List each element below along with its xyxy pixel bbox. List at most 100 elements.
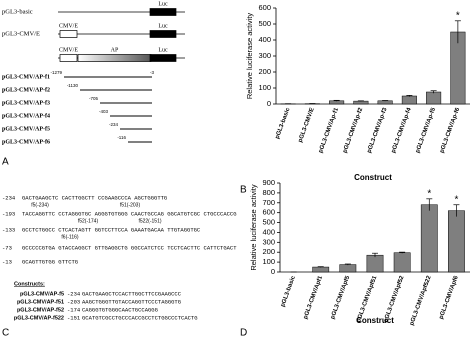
- bar: [401, 95, 417, 105]
- y-tick-label: 800: [262, 188, 275, 197]
- construct-name: pGL3-CMV/AP-f522: [14, 315, 64, 321]
- element-box: [59, 54, 78, 62]
- site-marker: f5(-234): [31, 202, 49, 208]
- x-tick-label: pGL3-CMV/Ap-f4: [391, 107, 413, 154]
- bar: [366, 254, 384, 273]
- construct-name: pGL3-CMV/AP-f1: [2, 74, 50, 80]
- element-box: [77, 54, 152, 62]
- construct-sequence: CAGGGTGTGGGCAACTGCCAGGG: [82, 306, 158, 313]
- construct-name: pGL3-CMV/AP-f4: [2, 113, 50, 119]
- x-tick-label: pGL3-CMV/Ap-f6: [439, 107, 461, 154]
- bar: [448, 210, 465, 273]
- sequence-position: -13: [2, 258, 12, 265]
- y-tick-label: 100: [262, 257, 275, 266]
- y-tick-label: 200: [262, 247, 275, 256]
- y-tick-label: 200: [258, 67, 271, 76]
- construct-name: pGL3-CMV/AP-f3: [2, 100, 50, 106]
- construct-name: pGL3-basic: [2, 8, 33, 15]
- y-tick-label: 700: [262, 198, 275, 207]
- x-axis-label: Construct: [354, 173, 392, 182]
- construct-name: pGL3-CMV/E: [2, 30, 40, 37]
- significance-marker: *: [427, 188, 431, 199]
- y-tick-label: 0: [271, 267, 275, 276]
- x-tick-label: pGL3-CMV/Ap-f5: [415, 107, 437, 154]
- x-tick-label: pGL3-CMV/Ap-f1: [318, 107, 340, 154]
- fragment-start: -116: [117, 135, 126, 140]
- panel-label: D: [240, 328, 247, 339]
- sequence-position: -193: [2, 210, 15, 217]
- y-tick-label: 900: [262, 178, 275, 187]
- x-tick-label: pGL3-CMV/Ap-f3: [367, 107, 389, 154]
- sequence-text: GCAGTTGTGG GTTCTG: [22, 258, 78, 265]
- fragment-start: -234: [109, 122, 119, 127]
- fragment-end: -3: [150, 70, 154, 75]
- y-tick-label: 400: [258, 35, 271, 44]
- construct-position: -203: [67, 298, 80, 305]
- construct-name: pGL3-CMV/AP-f51: [17, 299, 64, 305]
- construct-name: pGL3-CMV/AP-f5: [2, 126, 50, 132]
- construct-name: pGL3-CMV/AP-f6: [2, 139, 50, 145]
- site-marker: f522(-151): [138, 218, 161, 224]
- panel-label: C: [2, 328, 9, 339]
- x-tick-label: pGL3-CMV/Apf5: [330, 275, 351, 321]
- y-axis-label: Relative luciferase activity: [245, 13, 254, 100]
- element-box: [149, 54, 177, 62]
- element-label: CMV/E: [59, 47, 78, 53]
- y-axis-label: Relative luciferase activity: [249, 184, 258, 271]
- panel-label: A: [2, 157, 9, 168]
- sequence-position: -73: [2, 244, 12, 251]
- site-marker: f51(-203): [120, 202, 141, 208]
- y-tick-label: 100: [258, 83, 271, 92]
- significance-marker: *: [456, 10, 460, 21]
- panel-label: B: [240, 185, 247, 196]
- bar: [377, 100, 393, 105]
- site-marker: f52(-174): [78, 218, 99, 224]
- x-tick-label: pGL3-CMV/Apf52: [383, 275, 406, 324]
- y-tick-label: 500: [262, 218, 275, 227]
- bar: [339, 264, 357, 273]
- construct-position: -151: [67, 314, 81, 321]
- x-tick-label: pGL3-CMV/Apf522: [409, 275, 433, 327]
- y-tick-label: 0: [267, 99, 271, 108]
- x-tick-label: pGL3-CMV/Apf6: [439, 275, 460, 321]
- construct-name: pGL3-CMV/AP-f5: [20, 291, 64, 297]
- construct-sequence: GCATGTCGCCTGCCCACCGCCTCTGGCCCTCACTG: [82, 314, 198, 321]
- sequence-position: -234: [2, 194, 16, 201]
- element-label: Luc: [158, 1, 168, 7]
- construct-sequence: GACTGAAGCTCCACTTGGCTTCCGAAGCCC: [82, 290, 182, 297]
- x-tick-label: pGL3-CMV/E: [298, 107, 316, 143]
- significance-marker: *: [454, 194, 458, 205]
- element-label: Luc: [158, 23, 168, 29]
- sequence-text: GACTGAAGCTC CACTTGGCTT CCGAAGCCCA AGCTGG…: [22, 194, 167, 201]
- constructs-title: Constructs:: [14, 281, 45, 287]
- element-box: [149, 8, 177, 16]
- site-marker: f6(-116): [61, 234, 78, 240]
- x-tick-label: pGL3-basic: [275, 107, 292, 140]
- bar: [353, 100, 369, 105]
- x-tick-label: pGL3-CMV/Apf1: [303, 275, 324, 321]
- element-label: Luc: [158, 47, 168, 53]
- x-axis-label: Construct: [356, 316, 394, 325]
- sequence-text: TACCAGGTTC CCTAGGGTGC AGGGTGTGGG CAACTGC…: [22, 210, 237, 217]
- element-label: CMV/E: [59, 23, 78, 29]
- element-box: [149, 30, 177, 38]
- sequence-position: -133: [2, 226, 15, 233]
- construct-name: pGL3-CMV/AP-f2: [2, 87, 50, 93]
- element-box: [59, 30, 78, 38]
- bar: [420, 204, 438, 273]
- bar: [312, 266, 330, 273]
- y-tick-label: 300: [262, 237, 275, 246]
- y-tick-label: 600: [262, 208, 275, 217]
- fragment-start: -1130: [67, 83, 79, 88]
- construct-position: -234: [67, 290, 81, 297]
- construct-position: -174: [67, 306, 81, 313]
- construct-name: pGL3-CMV/AP-f52: [17, 307, 64, 313]
- y-tick-label: 300: [258, 51, 271, 60]
- sequence-text: GCCTCTGGCC CTCACTAGTT GGTCCTTCCA GAAATGA…: [22, 226, 201, 233]
- fragment-start: -1279: [50, 70, 62, 75]
- y-tick-label: 400: [262, 227, 275, 236]
- fragment-start: -705: [89, 96, 99, 101]
- sequence-text: GCCCCCGTGA GTACCAGGCT GTTGAGGCTG GGCCATC…: [22, 244, 237, 251]
- y-tick-label: 500: [258, 19, 271, 28]
